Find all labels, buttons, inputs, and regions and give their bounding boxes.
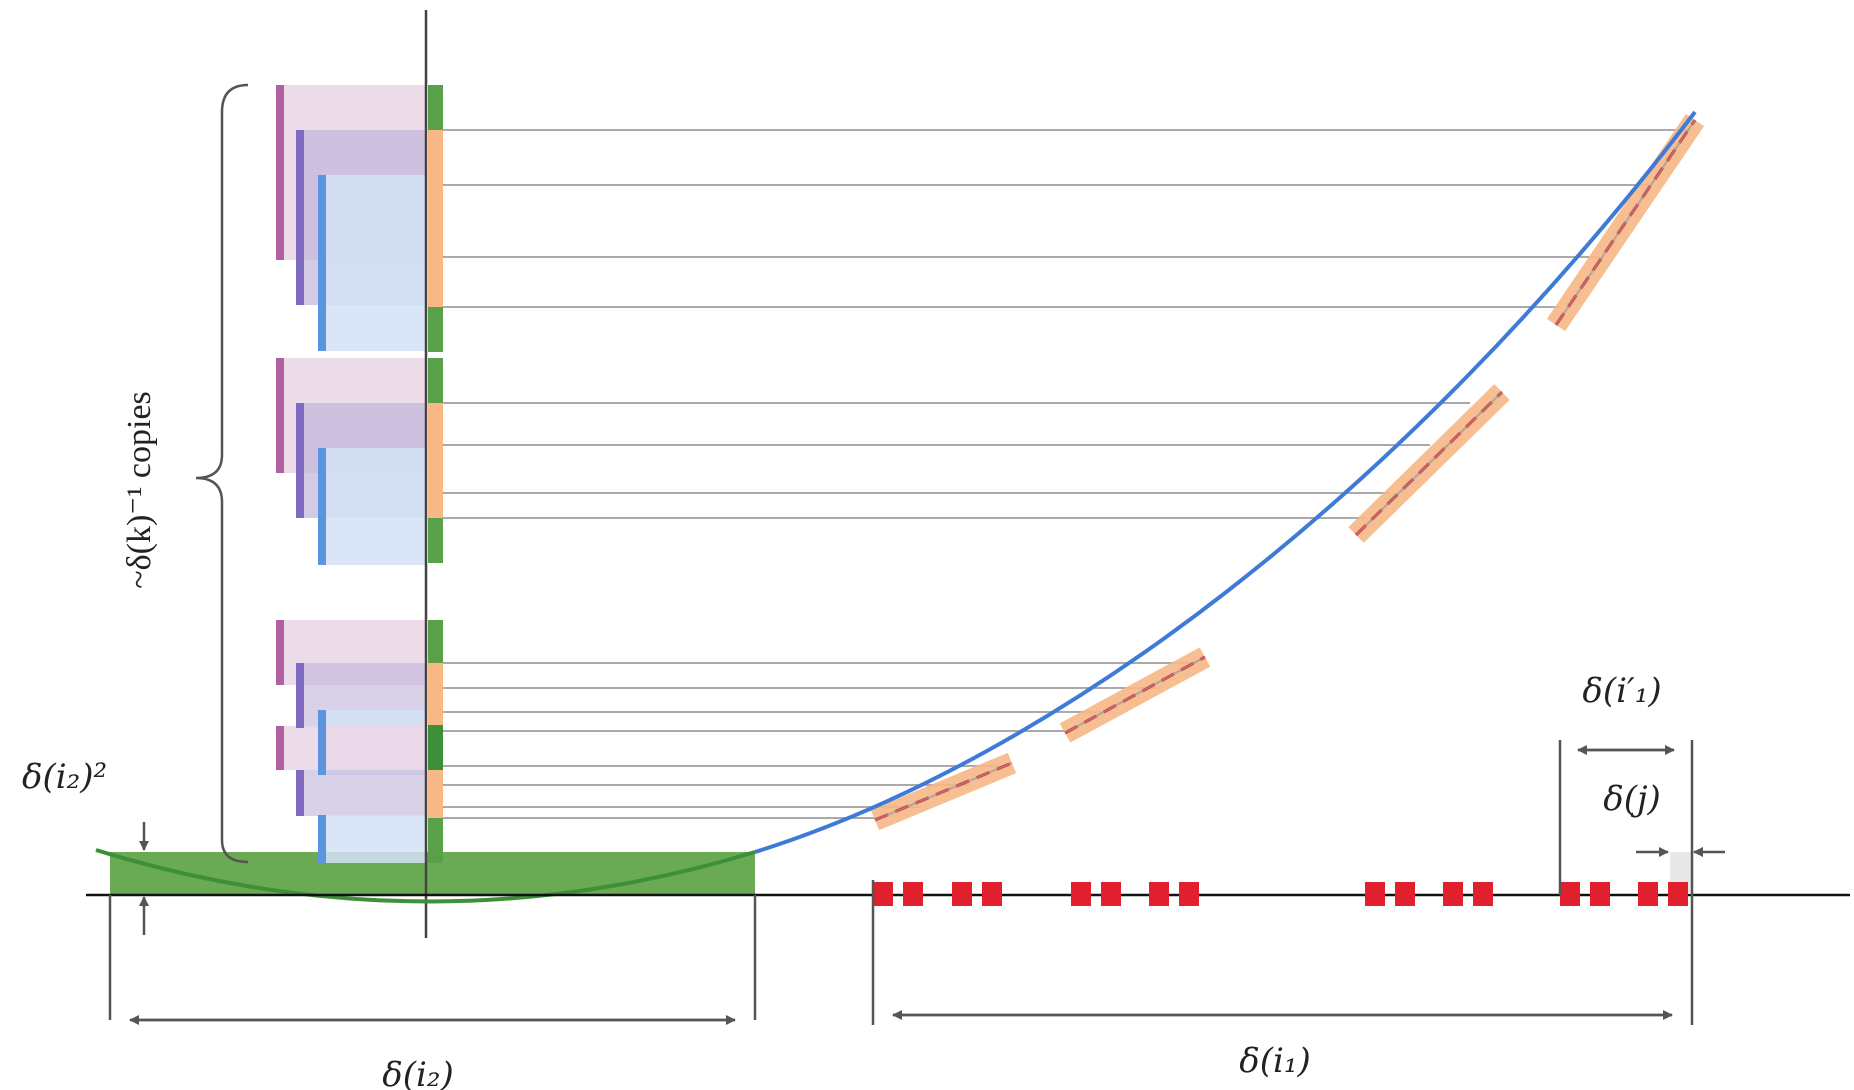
guide-lines — [440, 129, 1690, 819]
interval-column — [428, 85, 443, 863]
parabola-bottom — [95, 848, 756, 904]
dim-i2 — [108, 895, 757, 1025]
dim-i1 — [871, 740, 1694, 1025]
curve-highlights — [870, 113, 1705, 831]
delta-i2-squared-label: δ(i₂)² — [22, 757, 107, 797]
delta-i1-prime-label: δ(i′₁) — [1582, 671, 1661, 711]
copies-label: ~δ(k)⁻¹ copies — [121, 391, 158, 589]
copy-group-2 — [276, 358, 426, 565]
copies-brace — [195, 83, 249, 864]
delta-j-label: δ(j) — [1603, 779, 1661, 819]
copy-group-3 — [276, 620, 426, 863]
delta-i1-label: δ(i₁) — [1239, 1041, 1311, 1081]
curve-red-dashes — [874, 119, 1697, 822]
copy-group-1 — [276, 85, 426, 351]
curve-gray-overlay — [874, 119, 1696, 821]
red-squares — [873, 882, 1688, 906]
dim-i1-prime — [1558, 740, 1675, 895]
blue-curve — [754, 110, 1697, 854]
delta-i2-label: δ(i₂) — [382, 1055, 454, 1090]
